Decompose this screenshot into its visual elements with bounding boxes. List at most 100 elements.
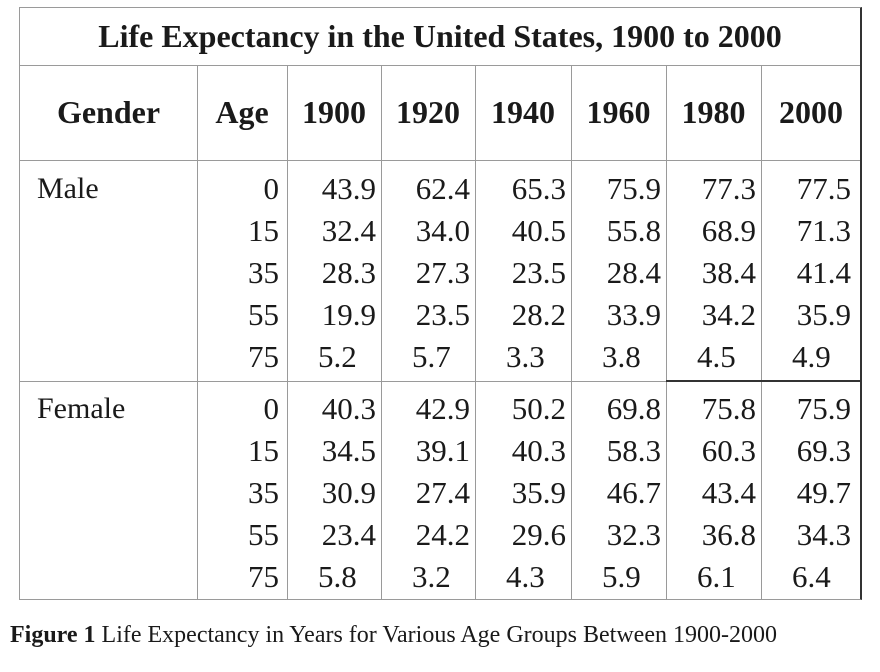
value-cell: 40.5: [511, 213, 566, 248]
value-cell: 77.3: [701, 171, 756, 206]
figure-caption: Figure 1 Life Expectancy in Years for Va…: [10, 622, 777, 649]
value-cell: 27.3: [415, 255, 470, 290]
figure-caption-text: Life Expectancy in Years for Various Age…: [95, 622, 777, 648]
column-divider: [287, 65, 288, 599]
gender-label: Female: [37, 392, 126, 425]
header-gender: Gender: [56, 94, 161, 130]
value-cell: 32.3: [606, 517, 661, 552]
value-cell: 40.3: [511, 433, 566, 468]
header-year-1940: 1940: [491, 94, 555, 130]
column-divider: [666, 65, 667, 599]
value-cell: 60.3: [701, 433, 756, 468]
table-row: 75 5.2 5.7 3.3 3.8 4.5 4.9: [20, 336, 860, 378]
value-cell: 55.8: [606, 213, 661, 248]
value-cell: 69.3: [796, 433, 851, 468]
column-divider: [761, 65, 762, 599]
table-title: Life Expectancy in the United States, 19…: [20, 8, 860, 66]
value-cell: 34.2: [701, 297, 756, 332]
value-cell: 39.1: [415, 433, 470, 468]
header-year-1920: 1920: [396, 94, 460, 130]
value-cell: 36.8: [701, 517, 756, 552]
table-row: 35 28.3 27.3 23.5 28.4 38.4 41.4: [20, 252, 860, 294]
value-cell: 43.4: [701, 475, 756, 510]
table-row: 55 19.9 23.5 28.2 33.9 34.2 35.9: [20, 294, 860, 336]
value-cell: 77.5: [796, 171, 851, 206]
value-cell: 28.4: [606, 255, 661, 290]
value-cell: 34.3: [796, 517, 851, 552]
value-cell: 29.6: [511, 517, 566, 552]
value-cell: 34.5: [321, 433, 376, 468]
value-cell: 5.7: [412, 339, 451, 374]
group-divider-dark: [666, 380, 860, 382]
header-year-1980: 1980: [681, 94, 746, 130]
age-cell: 35: [248, 475, 279, 510]
value-cell: 50.2: [511, 391, 566, 426]
figure-label: Figure 1: [10, 622, 96, 648]
value-cell: 46.7: [606, 475, 661, 510]
age-cell: 55: [248, 517, 279, 552]
value-cell: 71.3: [796, 213, 851, 248]
gender-label: Male: [37, 172, 99, 205]
value-cell: 19.9: [321, 297, 376, 332]
table-row: 55 23.4 24.2 29.6 32.3 36.8 34.3: [20, 514, 860, 556]
column-divider: [571, 65, 572, 599]
value-cell: 34.0: [415, 213, 470, 248]
value-cell: 4.5: [697, 339, 736, 374]
age-cell: 75: [248, 559, 279, 594]
age-cell: 55: [248, 297, 279, 332]
column-divider: [475, 65, 476, 599]
value-cell: 35.9: [511, 475, 566, 510]
value-cell: 3.8: [602, 339, 641, 374]
value-cell: 32.4: [321, 213, 376, 248]
table-row: 15 32.4 34.0 40.5 55.8 68.9 71.3: [20, 210, 860, 252]
value-cell: 3.3: [506, 339, 545, 374]
table-row: 35 30.9 27.4 35.9 46.7 43.4 49.7: [20, 472, 860, 514]
value-cell: 42.9: [415, 391, 470, 426]
header-year-1900: 1900: [302, 94, 366, 130]
age-cell: 0: [263, 391, 280, 426]
value-cell: 23.4: [321, 517, 376, 552]
value-cell: 62.4: [415, 171, 470, 206]
value-cell: 65.3: [511, 171, 566, 206]
age-cell: 15: [248, 433, 279, 468]
value-cell: 5.9: [602, 559, 641, 594]
column-divider: [197, 65, 198, 599]
value-cell: 43.9: [321, 171, 376, 206]
value-cell: 23.5: [415, 297, 470, 332]
value-cell: 38.4: [701, 255, 756, 290]
value-cell: 4.9: [792, 339, 831, 374]
value-cell: 30.9: [321, 475, 376, 510]
header-age: Age: [215, 94, 269, 130]
value-cell: 75.8: [701, 391, 756, 426]
age-cell: 35: [248, 255, 279, 290]
value-cell: 5.2: [318, 339, 357, 374]
value-cell: 40.3: [321, 391, 376, 426]
value-cell: 5.8: [318, 559, 357, 594]
value-cell: 58.3: [606, 433, 661, 468]
age-cell: 15: [248, 213, 279, 248]
value-cell: 35.9: [796, 297, 851, 332]
value-cell: 33.9: [606, 297, 661, 332]
value-cell: 6.1: [697, 559, 736, 594]
value-cell: 75.9: [606, 171, 661, 206]
value-cell: 4.3: [506, 559, 545, 594]
value-cell: 75.9: [796, 391, 851, 426]
value-cell: 41.4: [796, 255, 851, 290]
value-cell: 3.2: [412, 559, 451, 594]
age-cell: 0: [263, 171, 280, 206]
age-cell: 75: [248, 339, 279, 374]
column-divider: [381, 65, 382, 599]
table-row: 0 43.9 62.4 65.3 75.9 77.3 77.5: [20, 168, 860, 210]
value-cell: 68.9: [701, 213, 756, 248]
value-cell: 28.3: [321, 255, 376, 290]
value-cell: 6.4: [792, 559, 831, 594]
group-divider: [20, 381, 767, 382]
value-cell: 23.5: [511, 255, 566, 290]
table-row: 0 40.3 42.9 50.2 69.8 75.8 75.9: [20, 388, 860, 430]
header-year-1960: 1960: [586, 94, 651, 130]
life-expectancy-table: Life Expectancy in the United States, 19…: [19, 7, 862, 600]
value-cell: 28.2: [511, 297, 566, 332]
value-cell: 69.8: [606, 391, 661, 426]
header-divider: [20, 160, 860, 161]
table-row: 15 34.5 39.1 40.3 58.3 60.3 69.3: [20, 430, 860, 472]
